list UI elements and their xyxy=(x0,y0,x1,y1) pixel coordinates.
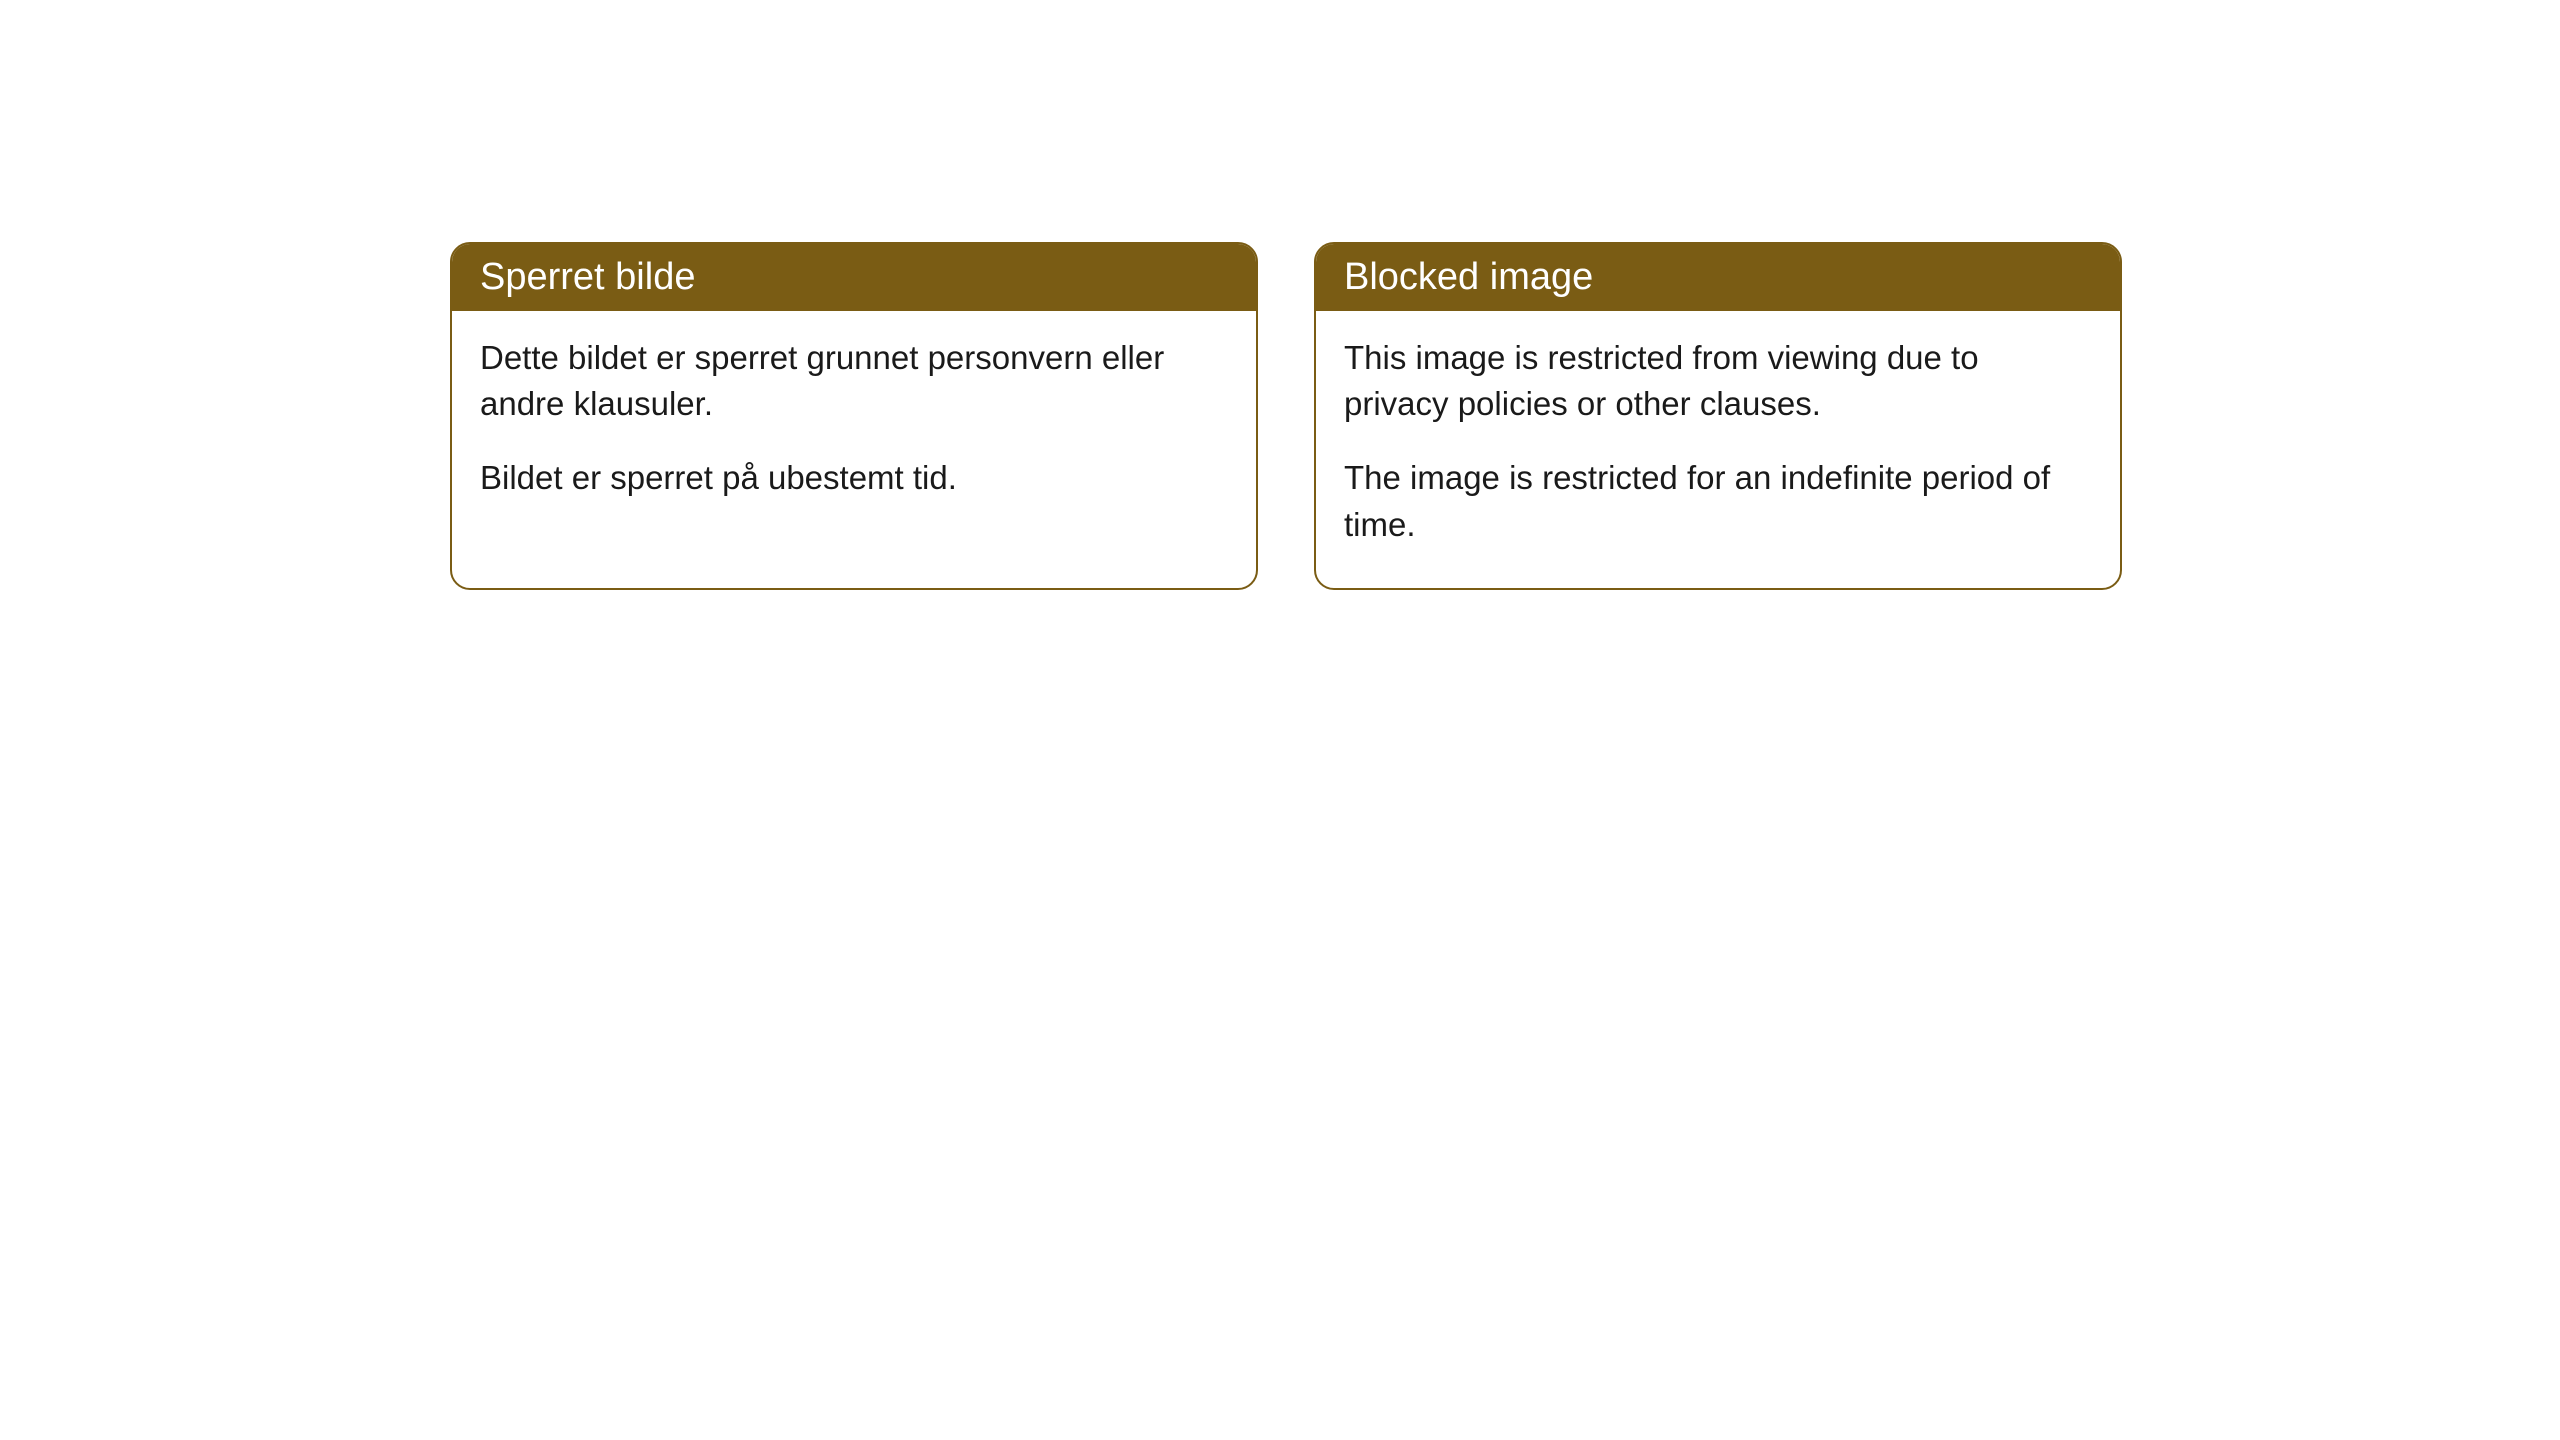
card-paragraph-left-2: Bildet er sperret på ubestemt tid. xyxy=(480,455,1228,501)
card-header-right: Blocked image xyxy=(1316,244,2120,311)
card-title-right: Blocked image xyxy=(1344,256,1593,298)
blocked-image-card-english: Blocked image This image is restricted f… xyxy=(1314,242,2122,590)
card-header-left: Sperret bilde xyxy=(452,244,1256,311)
card-paragraph-right-2: The image is restricted for an indefinit… xyxy=(1344,455,2092,547)
cards-container: Sperret bilde Dette bildet er sperret gr… xyxy=(0,0,2560,590)
card-body-right: This image is restricted from viewing du… xyxy=(1316,311,2120,588)
blocked-image-card-norwegian: Sperret bilde Dette bildet er sperret gr… xyxy=(450,242,1258,590)
card-paragraph-left-1: Dette bildet er sperret grunnet personve… xyxy=(480,335,1228,427)
card-paragraph-right-1: This image is restricted from viewing du… xyxy=(1344,335,2092,427)
card-title-left: Sperret bilde xyxy=(480,256,695,298)
card-body-left: Dette bildet er sperret grunnet personve… xyxy=(452,311,1256,542)
